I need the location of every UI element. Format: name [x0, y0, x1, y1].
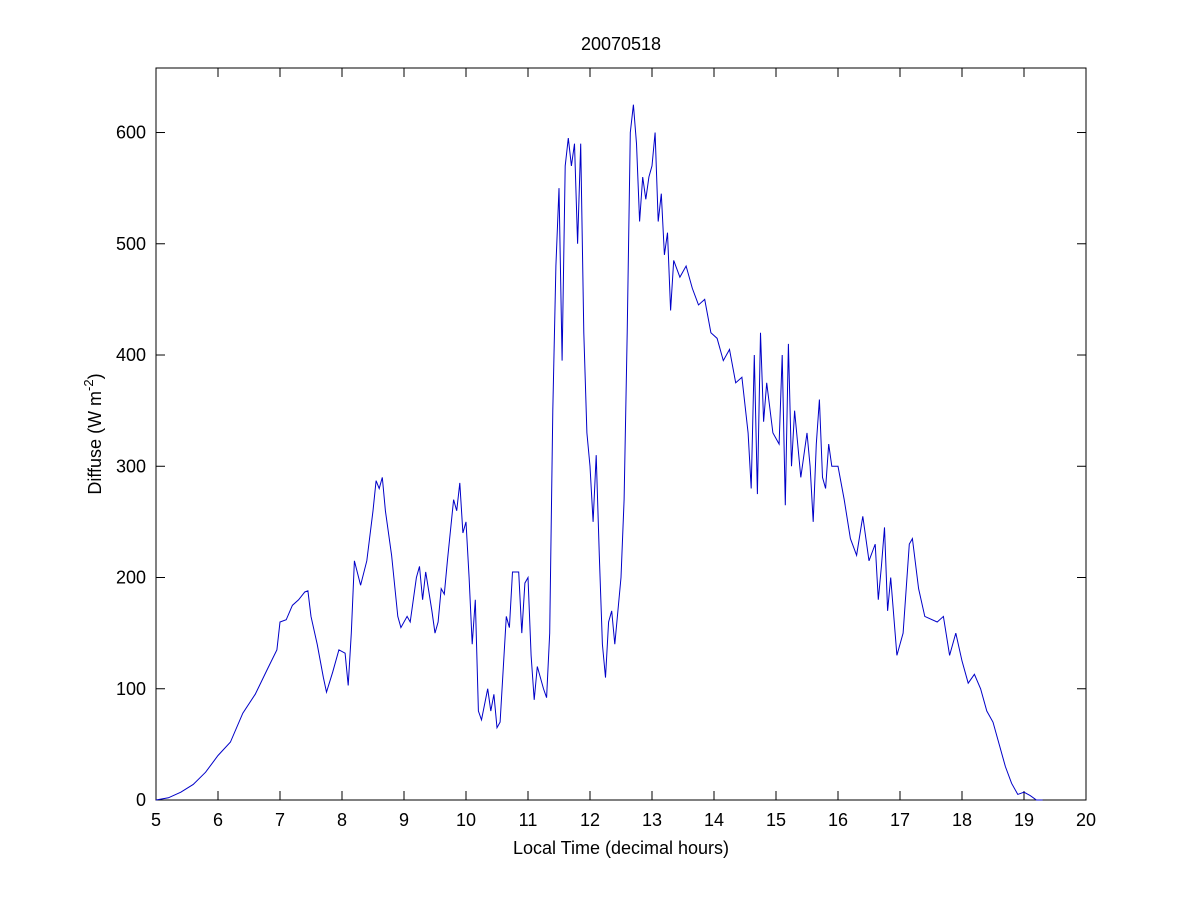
y-tick-label: 0	[136, 790, 146, 810]
y-tick-label: 300	[116, 456, 146, 476]
x-tick-label: 9	[399, 810, 409, 830]
x-tick-label: 10	[456, 810, 476, 830]
y-label-tail: )	[85, 373, 105, 379]
x-tick-label: 20	[1076, 810, 1096, 830]
data-line	[155, 104, 1043, 801]
x-tick-label: 8	[337, 810, 347, 830]
x-tick-label: 5	[151, 810, 161, 830]
x-tick-label: 19	[1014, 810, 1034, 830]
y-tick-label: 400	[116, 345, 146, 365]
y-tick-label: 100	[116, 679, 146, 699]
x-tick-label: 11	[519, 810, 538, 830]
x-tick-label: 17	[890, 810, 910, 830]
y-tick-label: 600	[116, 123, 146, 143]
y-label-main: Diffuse (W m	[85, 391, 105, 495]
y-label-exponent: -2	[81, 379, 96, 391]
y-tick-label: 500	[116, 234, 146, 254]
x-tick-label: 18	[952, 810, 972, 830]
x-tick-label: 12	[580, 810, 600, 830]
x-tick-label: 15	[766, 810, 786, 830]
x-axis-label: Local Time (decimal hours)	[513, 838, 729, 858]
x-tick-label: 13	[642, 810, 662, 830]
x-tick-label: 7	[275, 810, 285, 830]
x-tick-label: 6	[213, 810, 223, 830]
x-tick-label: 16	[828, 810, 848, 830]
y-axis-label: Diffuse (W m-2)	[81, 373, 105, 494]
chart-title: 20070518	[581, 34, 661, 54]
y-tick-label: 200	[116, 568, 146, 588]
x-tick-label: 14	[704, 810, 724, 830]
plot-frame	[155, 67, 1087, 801]
